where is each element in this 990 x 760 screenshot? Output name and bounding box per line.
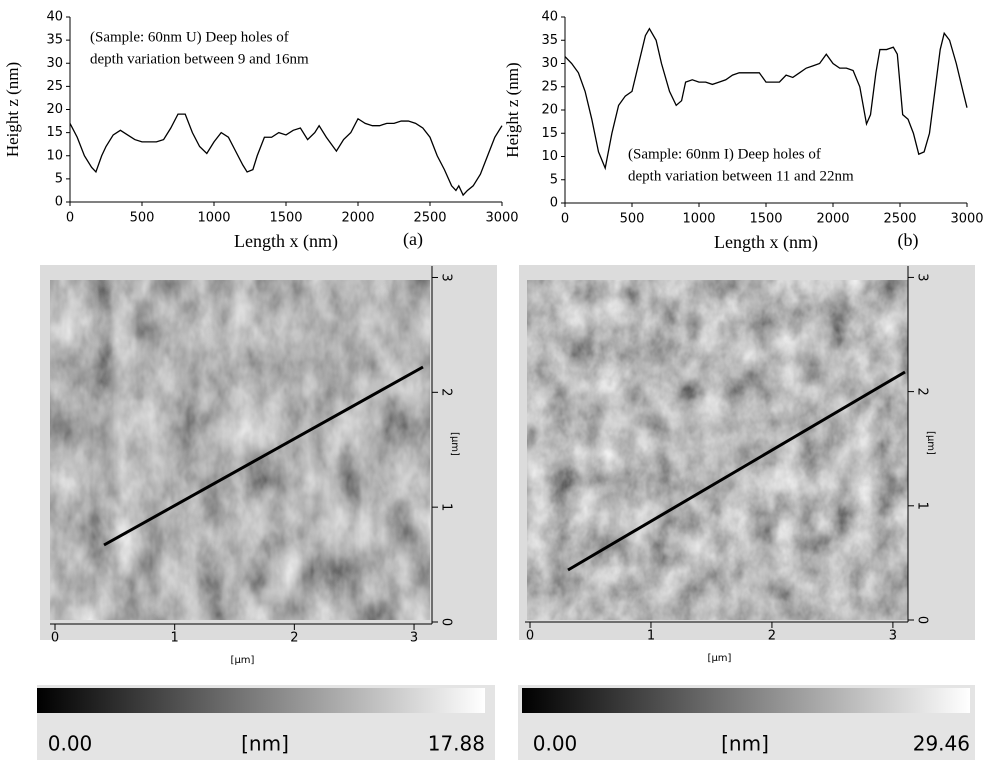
x-tick-label: 0 (51, 631, 59, 646)
colorbar-unit: [nm] (241, 732, 289, 756)
scan-line (567, 370, 906, 572)
y-tick-label: 25 (541, 79, 558, 94)
y-tick-label: 20 (46, 102, 63, 117)
y-tick-label: 2 (439, 388, 454, 396)
x-tick-label: 1500 (749, 212, 782, 227)
x-tick-label: 0 (66, 211, 74, 226)
x-tick-label: 1000 (682, 212, 715, 227)
afm-image (527, 280, 908, 620)
profile-line (564, 27, 968, 171)
panel-label: (a) (403, 229, 423, 250)
x-tick-label: 1 (647, 629, 655, 644)
x-tick-label: 1500 (269, 211, 302, 226)
y-axis-label: [µm] (925, 431, 936, 455)
x-tick-label: 2 (290, 631, 298, 646)
annotation: (Sample: 60nm I) Deep holes of (628, 146, 821, 162)
colorbar (37, 688, 485, 713)
y-tick-label: 15 (46, 125, 63, 140)
scan-line (103, 365, 424, 547)
y-tick-label: 10 (541, 149, 558, 164)
afm-image (50, 280, 430, 620)
y-tick-label: 2 (915, 387, 930, 395)
colorbar (522, 688, 970, 713)
y-axis-label: [µm] (449, 432, 460, 456)
y-tick-label: 0 (550, 196, 558, 211)
colorbar-unit: [nm] (721, 732, 769, 756)
y-tick-label: 35 (541, 33, 558, 48)
x-tick-label: 3000 (950, 212, 983, 227)
y-tick-label: 3 (915, 273, 930, 281)
x-tick-label: 0 (561, 212, 569, 227)
x-tick-label: 1000 (197, 211, 230, 226)
y-tick-label: 1 (439, 503, 454, 511)
colorbar-min: 0.00 (48, 732, 93, 756)
y-tick-label: 1 (915, 502, 930, 510)
y-axis-label: Height z (nm) (3, 62, 22, 157)
x-tick-label: 3000 (485, 211, 518, 226)
y-tick-label: 40 (46, 10, 63, 25)
x-tick-label: 2500 (883, 212, 916, 227)
profile-line (69, 113, 503, 197)
annotation: depth variation between 9 and 16nm (90, 51, 309, 67)
y-tick-label: 20 (541, 103, 558, 118)
x-tick-label: 1 (171, 631, 179, 646)
y-axis-label: Height z (nm) (503, 62, 522, 157)
y-tick-label: 35 (46, 33, 63, 48)
y-tick-label: 5 (55, 171, 63, 186)
annotation: depth variation between 11 and 22nm (628, 168, 854, 184)
panel-label: (b) (898, 230, 919, 251)
x-tick-label: 3 (410, 631, 418, 646)
colorbar-min: 0.00 (533, 732, 578, 756)
x-axis-label: Length x (nm) (234, 231, 338, 252)
y-tick-label: 30 (541, 56, 558, 71)
y-tick-label: 3 (439, 273, 454, 281)
y-tick-label: 30 (46, 56, 63, 71)
y-tick-label: 25 (46, 79, 63, 94)
x-tick-label: 2000 (816, 212, 849, 227)
x-tick-label: 2000 (341, 211, 374, 226)
x-tick-label: 500 (130, 211, 155, 226)
y-tick-label: 40 (541, 10, 558, 25)
y-tick-label: 0 (439, 618, 454, 626)
annotation: (Sample: 60nm U) Deep holes of (90, 29, 289, 45)
colorbar-max: 17.88 (428, 732, 485, 756)
y-tick-label: 0 (55, 195, 63, 210)
x-tick-label: 0 (526, 629, 534, 644)
x-tick-label: 2 (768, 629, 776, 644)
x-tick-label: 3 (889, 629, 897, 644)
x-axis-label: Length x (nm) (714, 232, 818, 253)
x-axis-label: [µm] (231, 655, 255, 666)
y-tick-label: 0 (915, 616, 930, 624)
colorbar-max: 29.46 (913, 732, 970, 756)
x-tick-label: 2500 (413, 211, 446, 226)
y-tick-label: 5 (550, 172, 558, 187)
x-axis-label: [µm] (708, 653, 732, 664)
y-tick-label: 10 (46, 148, 63, 163)
y-tick-label: 15 (541, 126, 558, 141)
x-tick-label: 500 (620, 212, 645, 227)
